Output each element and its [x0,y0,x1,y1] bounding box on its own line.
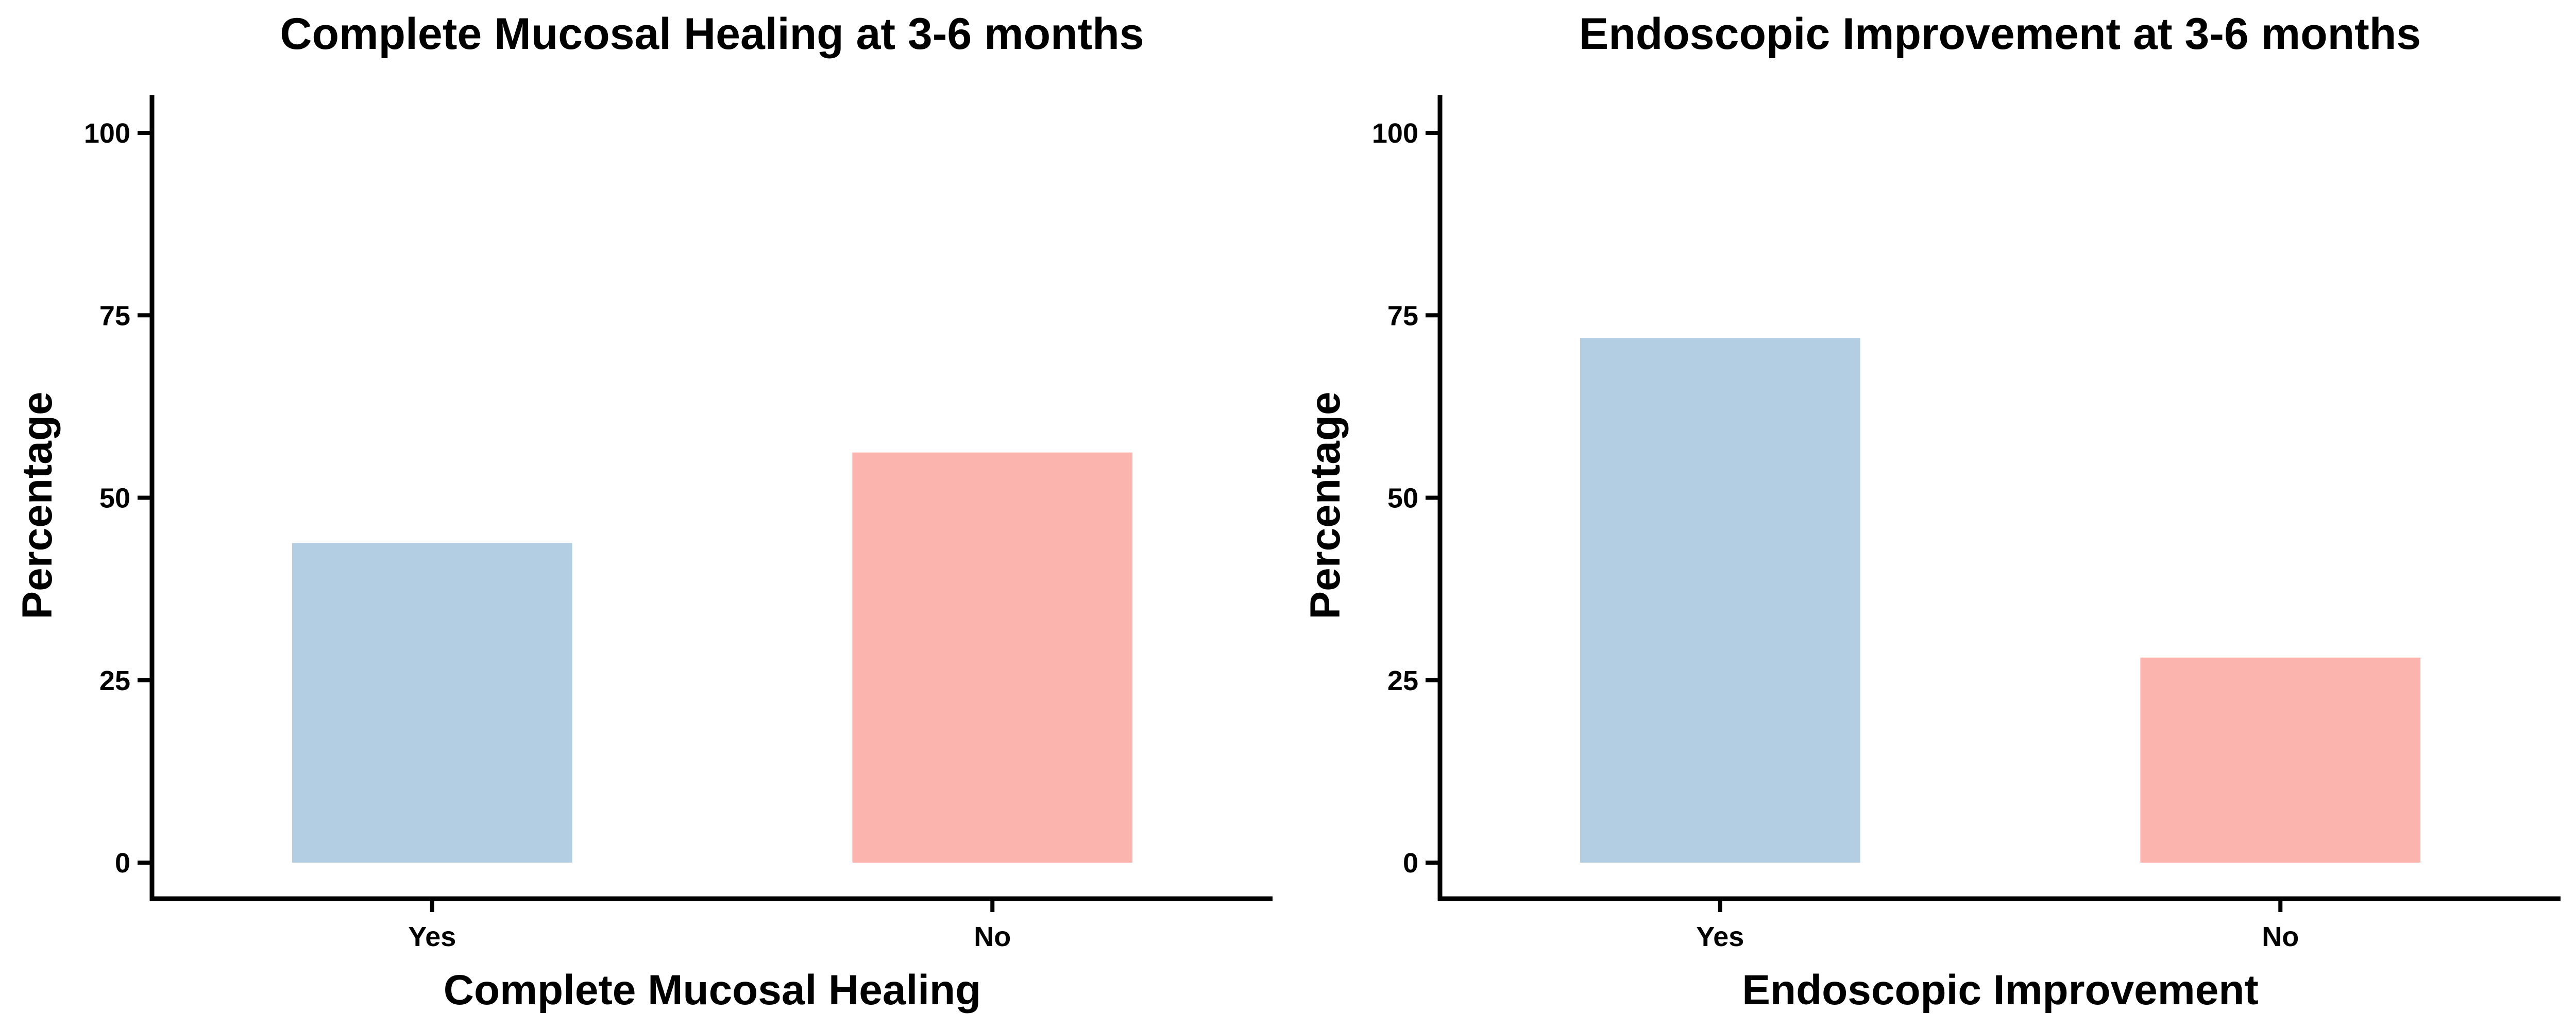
y-tick-label: 50 [99,483,130,514]
chart-panel-complete-mucosal-healing: Complete Mucosal Healing at 3-6 months 0 2… [14,9,1273,1014]
y-tick-label: 75 [1387,300,1418,331]
x-tick-label-yes: Yes [1696,921,1744,952]
x-tick-label-no: No [2262,921,2299,952]
y-tick-label: 75 [99,300,130,331]
y-axis-label: Percentage [1302,391,1349,619]
y-tick-label: 50 [1387,483,1418,514]
chart-title: Endoscopic Improvement at 3-6 months [1579,9,2421,59]
y-tick-label: 100 [1372,118,1418,149]
bar-no [852,452,1133,863]
y-tick-label: 25 [1387,665,1418,696]
y-tick-label: 25 [99,665,130,696]
x-axis-label: Endoscopic Improvement [1742,967,2258,1014]
x-tick-label-yes: Yes [408,921,456,952]
y-tick-label: 100 [84,118,130,149]
y-tick-label: 0 [1403,848,1418,879]
bar-no [2140,657,2421,863]
x-axis-label: Complete Mucosal Healing [444,967,981,1014]
y-tick-label: 0 [115,848,130,879]
bar-yes [1580,338,1860,863]
chart-panel-endoscopic-improvement: Endoscopic Improvement at 3-6 months 0 25 5… [1302,9,2561,1014]
y-axis-label: Percentage [14,391,61,619]
bar-yes [292,543,572,863]
chart-title: Complete Mucosal Healing at 3-6 months [280,9,1144,59]
x-tick-label-no: No [974,921,1011,952]
